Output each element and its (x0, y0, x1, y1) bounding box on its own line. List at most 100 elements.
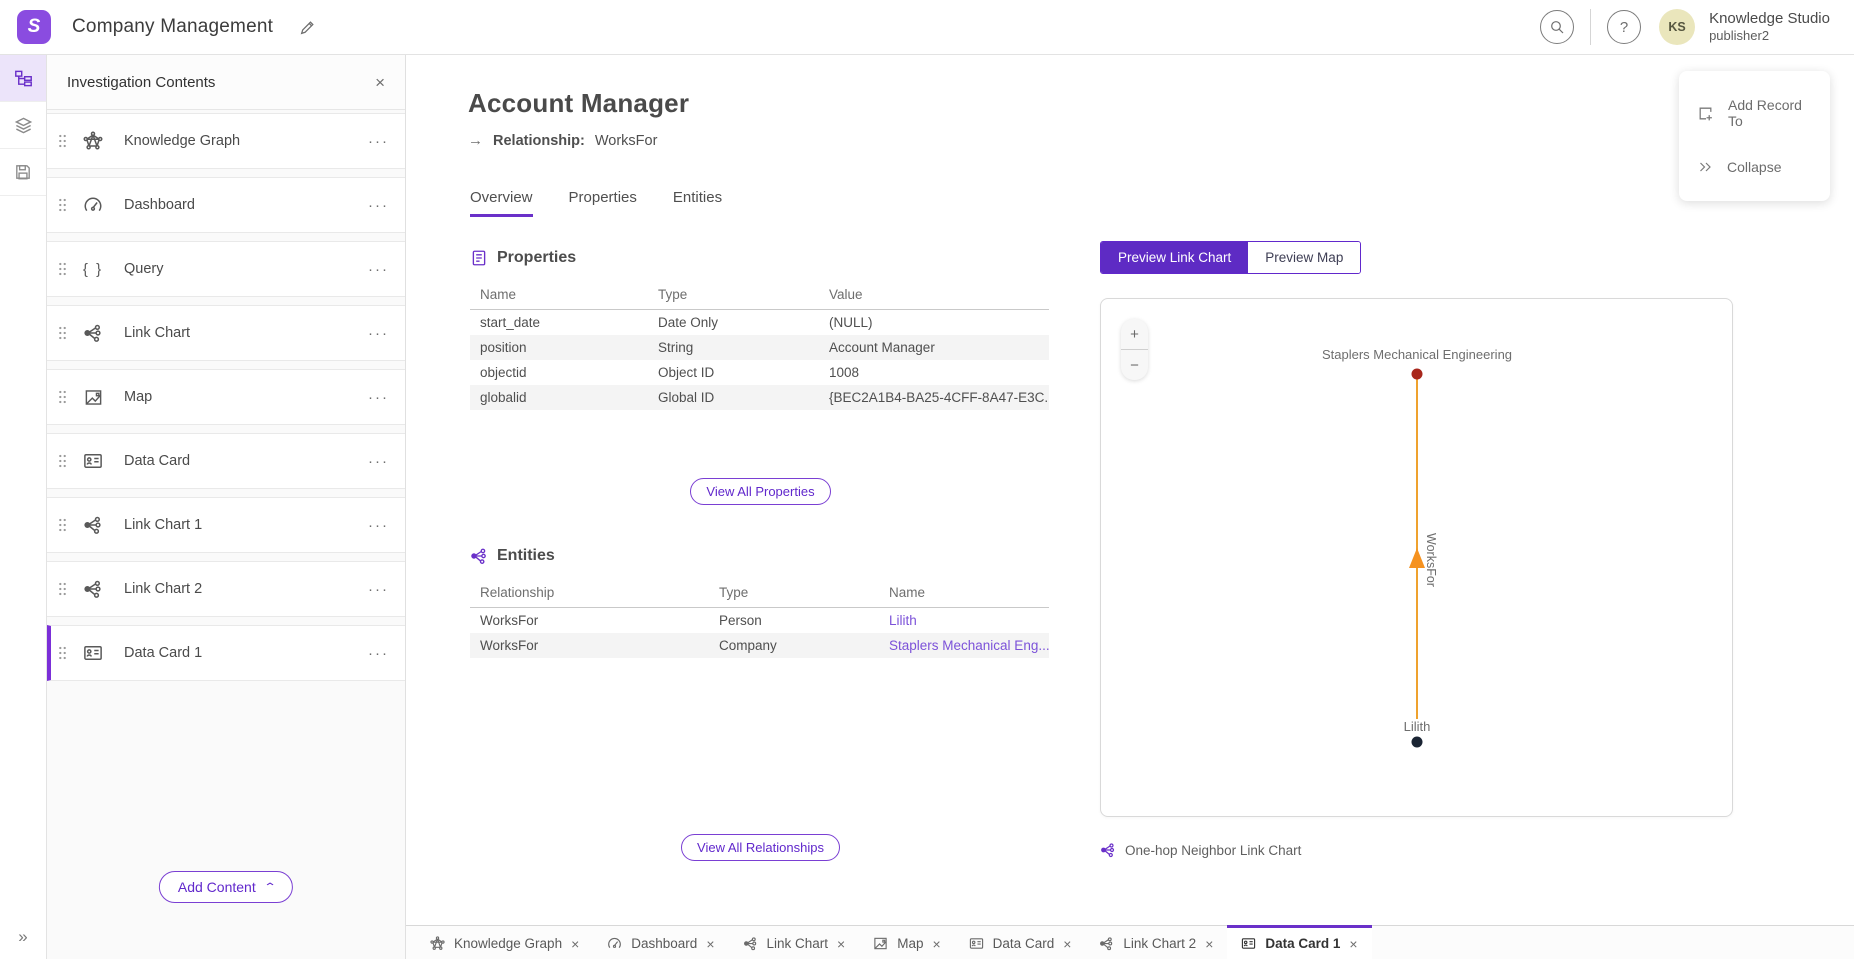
drag-handle-icon[interactable] (57, 197, 68, 213)
sidebar-item-knowledge-graph[interactable]: Knowledge Graph ··· (47, 113, 405, 169)
cell: 1008 (829, 365, 860, 380)
item-options-icon[interactable]: ··· (368, 260, 389, 278)
drag-handle-icon[interactable] (57, 581, 68, 597)
save-icon (14, 163, 32, 181)
item-options-icon[interactable]: ··· (368, 580, 389, 598)
data-card-icon (1241, 936, 1256, 951)
sidebar-item-link-chart-2[interactable]: Link Chart 2 ··· (47, 561, 405, 617)
bottom-tab-link-chart-2[interactable]: Link Chart 2 × (1085, 925, 1227, 959)
preview-toggle: Preview Link Chart Preview Map (1100, 241, 1362, 274)
edge-arrow-icon (1409, 548, 1425, 568)
cell: globalid (470, 385, 648, 410)
search-button[interactable] (1540, 10, 1575, 44)
column-header: Type (648, 281, 819, 310)
drag-handle-icon[interactable] (57, 133, 68, 149)
preview-link-chart-button[interactable]: Preview Link Chart (1101, 242, 1249, 273)
close-tab-icon[interactable]: × (1349, 935, 1358, 952)
rail-contents-button[interactable] (0, 55, 46, 102)
sidebar-item-data-card-1[interactable]: Data Card 1 ··· (47, 625, 405, 681)
page-title: Account Manager (468, 88, 690, 118)
zoom-in-button[interactable]: + (1121, 319, 1148, 350)
tab-overview[interactable]: Overview (470, 189, 533, 217)
cell: start_date (480, 315, 541, 330)
dashboard-gauge-icon (607, 936, 622, 951)
bottom-tab-link-chart[interactable]: Link Chart × (729, 925, 860, 959)
person-node-label[interactable]: Lilith (1403, 719, 1431, 734)
investigation-title: Company Management (72, 16, 274, 37)
company-node-label[interactable]: Staplers Mechanical Engineering (1321, 347, 1513, 362)
sidebar-item-query[interactable]: { } Query ··· (47, 241, 405, 297)
view-all-relationships-button[interactable]: View All Relationships (681, 834, 840, 861)
column-header: Name (470, 281, 648, 310)
sidebar-title: Investigation Contents (67, 73, 216, 91)
sidebar-item-label: Query (124, 261, 164, 277)
collapse-item[interactable]: Collapse (1679, 151, 1830, 183)
user-avatar[interactable]: KS (1659, 9, 1696, 45)
item-options-icon[interactable]: ··· (368, 196, 389, 214)
bottom-tab-data-card-1[interactable]: Data Card 1 × (1227, 925, 1372, 959)
item-options-icon[interactable]: ··· (368, 516, 389, 534)
link-chart-icon (82, 515, 104, 535)
relationship-label: Relationship: (493, 132, 585, 149)
tab-label: Data Card (992, 936, 1055, 951)
add-content-button[interactable]: Add Content ⌃ (158, 871, 294, 903)
help-button[interactable]: ? (1607, 10, 1642, 44)
table-row: WorksFor Company Staplers Mechanical Eng… (470, 633, 1049, 658)
drag-handle-icon[interactable] (57, 325, 68, 341)
sidebar-item-dashboard[interactable]: Dashboard ··· (47, 177, 405, 233)
rail-layers-button[interactable] (0, 102, 46, 149)
record-actions-menu: Add Record To Collapse (1679, 71, 1830, 201)
person-node[interactable] (1411, 736, 1423, 748)
link-chart-icon (1099, 936, 1114, 951)
arrow-right-icon: → (468, 132, 483, 149)
drag-handle-icon[interactable] (57, 453, 68, 469)
item-options-icon[interactable]: ··· (368, 388, 389, 406)
close-tab-icon[interactable]: × (1205, 935, 1214, 952)
bottom-tab-map[interactable]: Map × (859, 925, 954, 959)
detail-tabs: Overview Properties Entities (470, 189, 1854, 217)
column-header: Name (879, 579, 1049, 608)
company-node[interactable] (1411, 368, 1423, 380)
sidebar-item-map[interactable]: Map ··· (47, 369, 405, 425)
entity-link[interactable]: Lilith (889, 613, 917, 628)
drag-handle-icon[interactable] (57, 645, 68, 661)
close-tab-icon[interactable]: × (1063, 935, 1072, 952)
item-options-icon[interactable]: ··· (368, 324, 389, 342)
tab-label: Data Card 1 (1265, 936, 1341, 951)
close-sidebar-icon[interactable]: × (375, 72, 385, 92)
close-tab-icon[interactable]: × (837, 935, 846, 952)
link-chart-preview[interactable]: + − Staplers Mechanical Engineering Work… (1100, 298, 1733, 817)
item-options-icon[interactable]: ··· (368, 132, 389, 150)
add-record-to-item[interactable]: Add Record To (1679, 89, 1830, 137)
dashboard-gauge-icon (82, 195, 104, 215)
topbar-divider (1590, 9, 1592, 45)
sidebar-item-data-card[interactable]: Data Card ··· (47, 433, 405, 489)
bottom-tab-knowledge-graph[interactable]: Knowledge Graph × (416, 925, 593, 959)
preview-map-button[interactable]: Preview Map (1248, 242, 1361, 273)
tab-properties[interactable]: Properties (568, 189, 637, 206)
sidebar-item-link-chart[interactable]: Link Chart ··· (47, 305, 405, 361)
zoom-out-button[interactable]: − (1130, 356, 1139, 374)
drag-handle-icon[interactable] (57, 261, 68, 277)
investigation-contents-panel: Investigation Contents × Knowledge Graph… (47, 55, 406, 959)
close-tab-icon[interactable]: × (706, 935, 715, 952)
cell: Date Only (658, 315, 719, 330)
item-options-icon[interactable]: ··· (368, 644, 389, 662)
view-all-properties-button[interactable]: View All Properties (690, 478, 831, 505)
drag-handle-icon[interactable] (57, 517, 68, 533)
sidebar-item-link-chart-1[interactable]: Link Chart 1 ··· (47, 497, 405, 553)
close-tab-icon[interactable]: × (571, 935, 580, 952)
entities-table: Relationship Type Name WorksFor Person L… (470, 579, 1049, 658)
edit-title-icon[interactable] (299, 19, 316, 36)
cell: Company (709, 633, 879, 658)
entity-link[interactable]: Staplers Mechanical Eng... (879, 633, 1049, 658)
tab-entities[interactable]: Entities (672, 189, 723, 206)
bottom-tab-dashboard[interactable]: Dashboard × (593, 925, 728, 959)
close-tab-icon[interactable]: × (932, 935, 941, 952)
bottom-tab-data-card[interactable]: Data Card × (955, 925, 1086, 959)
expand-panel-button[interactable]: » (0, 927, 46, 947)
drag-handle-icon[interactable] (57, 389, 68, 405)
tab-label: Dashboard (631, 936, 698, 951)
item-options-icon[interactable]: ··· (368, 452, 389, 470)
rail-save-button[interactable] (0, 149, 46, 196)
